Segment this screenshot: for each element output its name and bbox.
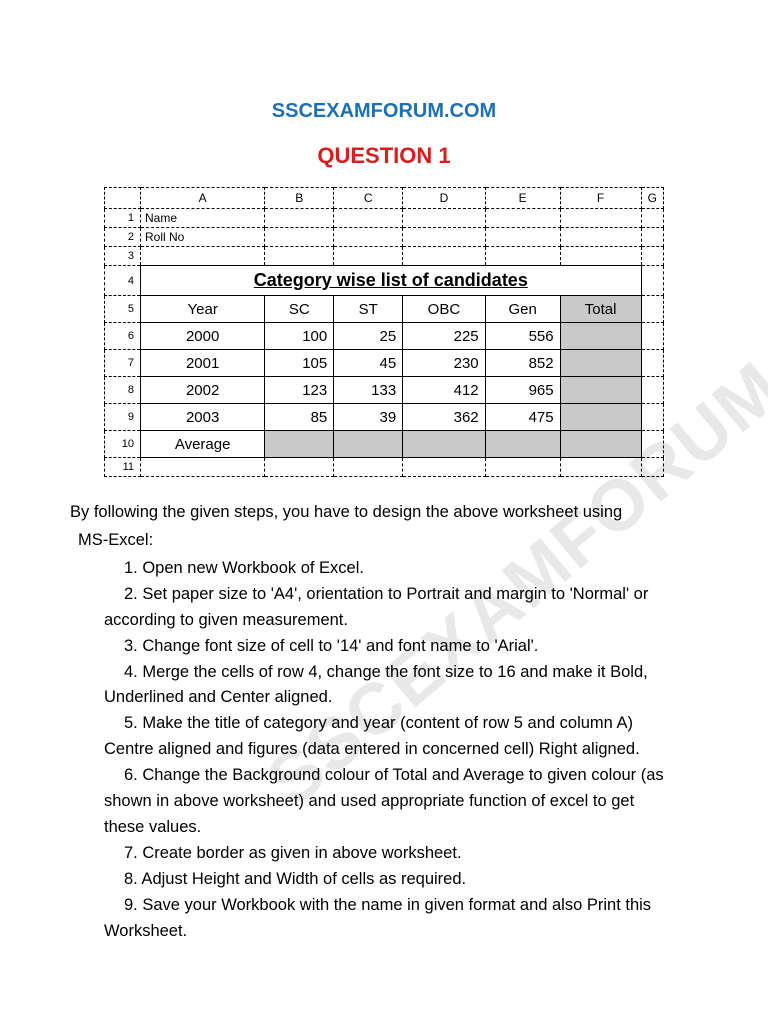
- total-cell: [560, 350, 641, 377]
- hdr-year: Year: [141, 296, 265, 323]
- sc-cell: 100: [265, 323, 334, 350]
- hdr-obc: OBC: [403, 296, 485, 323]
- hdr-sc: SC: [265, 296, 334, 323]
- col-B: B: [265, 188, 334, 209]
- year-cell: 2002: [141, 377, 265, 404]
- table-row: 7 2001 105 45 230 852: [105, 350, 664, 377]
- sc-cell: 85: [265, 404, 334, 431]
- row-5-headers: 5 Year SC ST OBC Gen Total: [105, 296, 664, 323]
- hdr-st: ST: [334, 296, 403, 323]
- steps-list: 1. Open new Workbook of Excel.2. Set pap…: [70, 557, 698, 944]
- spreadsheet-figure: A B C D E F G 1 Name 2 Roll No 3: [104, 187, 664, 477]
- step-line: 6. Change the Background colour of Total…: [124, 764, 698, 788]
- step-line: 7. Create border as given in above works…: [124, 842, 698, 866]
- obc-cell: 362: [403, 404, 485, 431]
- col-D: D: [403, 188, 485, 209]
- st-cell: 39: [334, 404, 403, 431]
- document-page: SSCEXAMFORUM.COM QUESTION 1 A B C D E F …: [0, 0, 768, 986]
- avg-gen: [485, 431, 560, 458]
- avg-st: [334, 431, 403, 458]
- column-header-row: A B C D E F G: [105, 188, 664, 209]
- table-row: 8 2002 123 133 412 965: [105, 377, 664, 404]
- gen-cell: 852: [485, 350, 560, 377]
- avg-total: [560, 431, 641, 458]
- step-line: Centre aligned and figures (data entered…: [104, 738, 698, 762]
- step-line: 2. Set paper size to 'A4', orientation t…: [124, 583, 698, 607]
- year-cell: 2003: [141, 404, 265, 431]
- sc-cell: 105: [265, 350, 334, 377]
- rollno-cell: Roll No: [141, 228, 265, 247]
- step-line: 8. Adjust Height and Width of cells as r…: [124, 868, 698, 892]
- instructions-block: By following the given steps, you have t…: [70, 501, 698, 944]
- total-cell: [560, 377, 641, 404]
- col-C: C: [334, 188, 403, 209]
- row-num: 5: [105, 296, 141, 323]
- name-cell: Name: [141, 209, 265, 228]
- row-num: 1: [105, 209, 141, 228]
- row-1: 1 Name: [105, 209, 664, 228]
- row-2: 2 Roll No: [105, 228, 664, 247]
- step-line: shown in above worksheet) and used appro…: [104, 790, 698, 814]
- gen-cell: 475: [485, 404, 560, 431]
- row-4: 4 Category wise list of candidates: [105, 266, 664, 296]
- obc-cell: 230: [403, 350, 485, 377]
- step-line: Underlined and Center aligned.: [104, 686, 698, 710]
- gen-cell: 556: [485, 323, 560, 350]
- question-title: QUESTION 1: [60, 143, 708, 169]
- row-num: 11: [105, 458, 141, 477]
- obc-cell: 412: [403, 377, 485, 404]
- obc-cell: 225: [403, 323, 485, 350]
- st-cell: 25: [334, 323, 403, 350]
- avg-obc: [403, 431, 485, 458]
- step-line: 1. Open new Workbook of Excel.: [124, 557, 698, 581]
- avg-sc: [265, 431, 334, 458]
- row-num: 2: [105, 228, 141, 247]
- table-row: 6 2000 100 25 225 556: [105, 323, 664, 350]
- col-E: E: [485, 188, 560, 209]
- total-cell: [560, 404, 641, 431]
- step-line: 3. Change font size of cell to '14' and …: [124, 635, 698, 659]
- year-cell: 2000: [141, 323, 265, 350]
- st-cell: 133: [334, 377, 403, 404]
- row-3: 3: [105, 247, 664, 266]
- col-G: G: [641, 188, 663, 209]
- table-row: 9 2003 85 39 362 475: [105, 404, 664, 431]
- row-num: 6: [105, 323, 141, 350]
- step-line: 5. Make the title of category and year (…: [124, 712, 698, 736]
- average-label-cell: Average: [141, 431, 265, 458]
- row-num: 4: [105, 266, 141, 296]
- st-cell: 45: [334, 350, 403, 377]
- row-num: 10: [105, 431, 141, 458]
- year-cell: 2001: [141, 350, 265, 377]
- step-line: according to given measurement.: [104, 609, 698, 633]
- row-num: 7: [105, 350, 141, 377]
- site-title: SSCEXAMFORUM.COM: [60, 100, 708, 123]
- gen-cell: 965: [485, 377, 560, 404]
- row-num: 8: [105, 377, 141, 404]
- row-num: 9: [105, 404, 141, 431]
- hdr-gen: Gen: [485, 296, 560, 323]
- merged-title-cell: Category wise list of candidates: [141, 266, 642, 296]
- hdr-total: Total: [560, 296, 641, 323]
- intro-line-2: MS-Excel:: [70, 529, 698, 553]
- step-line: these values.: [104, 816, 698, 840]
- row-11: 11: [105, 458, 664, 477]
- intro-line-1: By following the given steps, you have t…: [70, 501, 698, 525]
- step-line: 9. Save your Workbook with the name in g…: [124, 894, 698, 918]
- spreadsheet-table: A B C D E F G 1 Name 2 Roll No 3: [104, 187, 664, 477]
- step-line: 4. Merge the cells of row 4, change the …: [124, 661, 698, 685]
- row-num: 3: [105, 247, 141, 266]
- col-A: A: [141, 188, 265, 209]
- col-F: F: [560, 188, 641, 209]
- sc-cell: 123: [265, 377, 334, 404]
- row-average: 10 Average: [105, 431, 664, 458]
- step-line: Worksheet.: [104, 920, 698, 944]
- total-cell: [560, 323, 641, 350]
